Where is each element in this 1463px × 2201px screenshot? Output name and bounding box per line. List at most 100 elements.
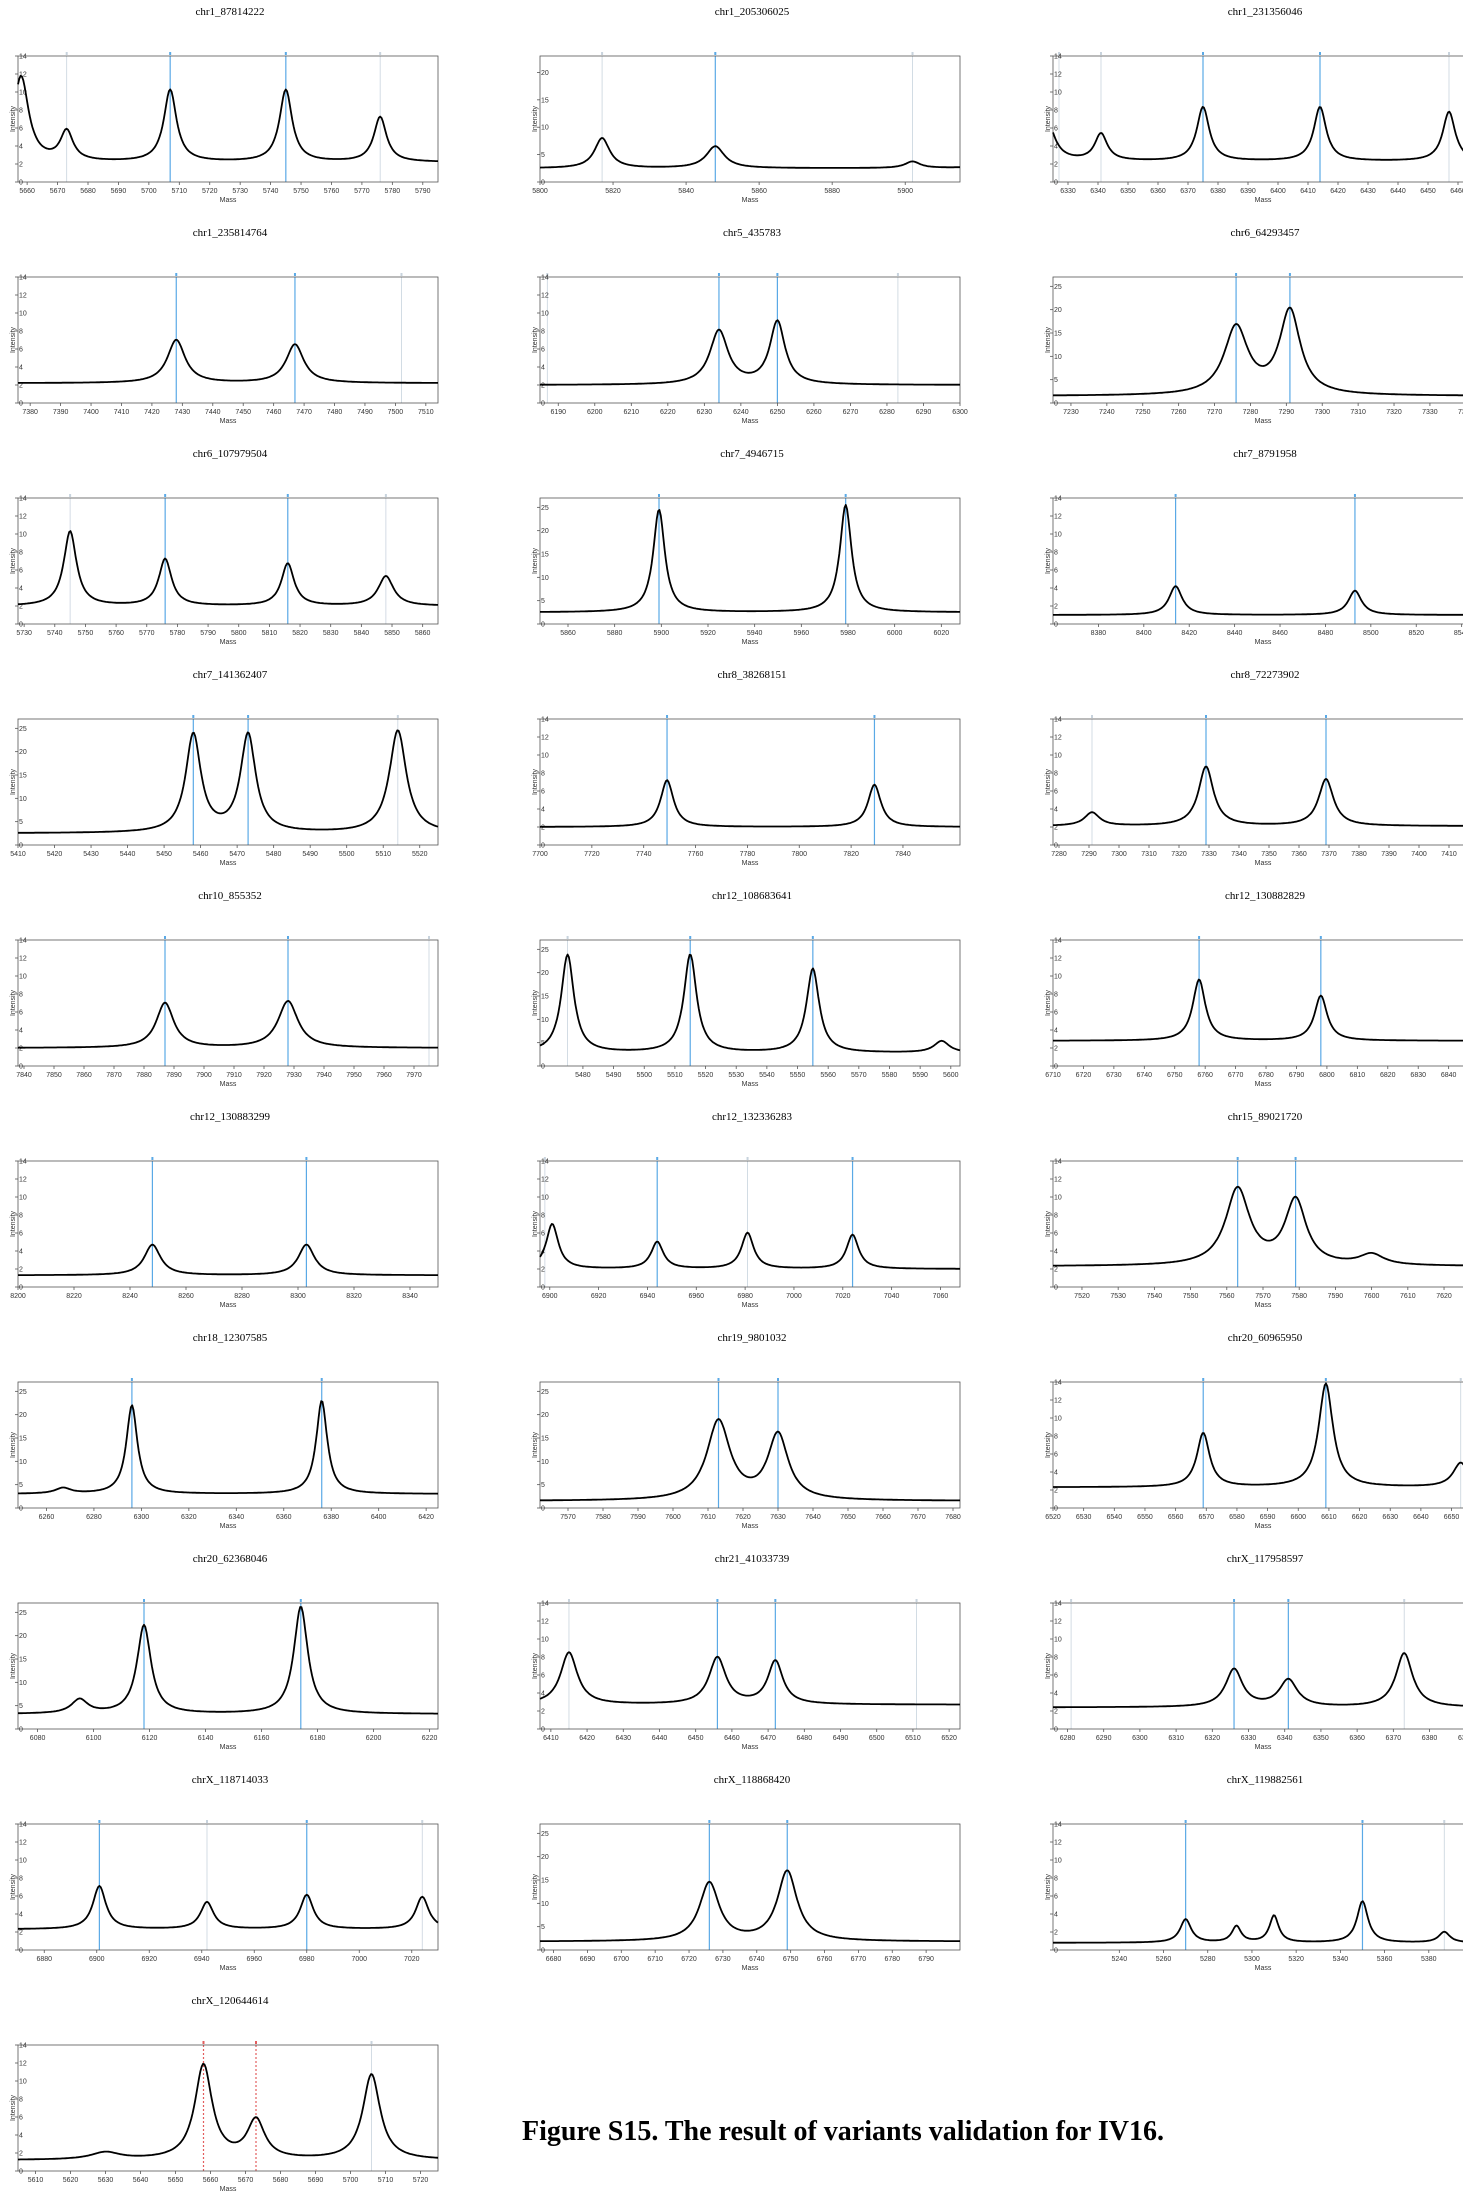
x-tick-label: 6810 (1350, 1072, 1366, 1079)
x-axis-label: Mass (220, 1965, 237, 1972)
y-tick-label: 0 (541, 1285, 545, 1292)
chart-panel: chr8_72273902 0 2 4 6 8 10 12 14 7280 7290 7300 7310… (1045, 665, 1463, 875)
x-tick-label: 7650 (840, 1514, 856, 1521)
x-tick-label: 5460 (193, 851, 209, 858)
x-tick-label: 7910 (226, 1072, 242, 1079)
y-tick-label: 4 (19, 144, 23, 151)
y-axis-label: Intensity (1045, 105, 1052, 132)
plot-frame (1052, 1381, 1463, 1509)
x-tick-label: 6620 (1352, 1514, 1368, 1521)
y-tick-label: 0 (541, 843, 545, 850)
x-axis-label: Mass (1255, 639, 1272, 646)
x-tick-label: 5510 (375, 851, 391, 858)
y-tick-label: 12 (541, 293, 549, 300)
spectrum-chart: 0 2 4 6 8 10 12 14 5610 5620 5630 5640 5650 5660 5670 5… (10, 2041, 439, 2193)
y-tick-label: 0 (19, 622, 23, 629)
x-tick-label: 6370 (1386, 1735, 1402, 1742)
x-tick-label: 5840 (678, 188, 694, 195)
chart-panel: chr6_64293457 0 5 10 15 20 25 7230 7240 7250 7260 7… (1045, 223, 1463, 433)
spectrum-chart: 0 5 10 15 20 25 6680 6690 6700 6710 6720 6730 6740 67… (532, 1820, 961, 1972)
y-axis-label: Intensity (10, 105, 17, 132)
x-tick-label: 6780 (884, 1956, 900, 1963)
spectrum-chart: 0 2 4 6 8 10 12 14 8380 8400 8420 8440 8460 8480 8500 8… (1045, 494, 1463, 646)
x-axis-label: Mass (1255, 418, 1272, 425)
y-tick-label: 10 (19, 1195, 27, 1202)
y-tick-label: 8 (19, 2097, 23, 2104)
x-tick-label: 6430 (615, 1735, 631, 1742)
spectrum-line (540, 319, 960, 386)
chart-panel: chr20_62368046 0 5 10 15 20 25 6080 6100 6120 6140… (10, 1549, 450, 1759)
plot-frame (1052, 497, 1463, 625)
plot-frame (1052, 939, 1463, 1067)
chart-panel: chr5_435783 0 2 4 6 8 10 12 14 6190 6200 6210 6220 62… (532, 223, 972, 433)
y-tick-label: 20 (19, 1412, 27, 1419)
x-tick-label: 7240 (1099, 409, 1115, 416)
chart-panel: chr10_855352 0 2 4 6 8 10 12 14 7840 7850 7860 7870 7… (10, 886, 450, 1096)
x-tick-label: 7620 (1436, 1293, 1452, 1300)
y-tick-label: 10 (1054, 354, 1062, 361)
x-tick-label: 7520 (1074, 1293, 1090, 1300)
chart-title: chrX_117958597 (1226, 1553, 1304, 1565)
spectrum-line (539, 1651, 960, 1706)
y-tick-label: 20 (19, 1633, 27, 1640)
x-tick-label: 5790 (200, 630, 216, 637)
y-tick-label: 5 (19, 1703, 23, 1710)
y-tick-label: 8 (19, 992, 23, 999)
y-tick-label: 10 (19, 2079, 27, 2086)
x-tick-label: 5260 (1156, 1956, 1172, 1963)
x-tick-label: 8420 (1181, 630, 1197, 637)
x-axis-label: Mass (220, 1081, 237, 1088)
y-tick-label: 10 (541, 575, 549, 582)
x-tick-label: 7800 (791, 851, 807, 858)
y-tick-label: 0 (1054, 1727, 1058, 1734)
x-tick-label: 6280 (86, 1514, 102, 1521)
y-tick-label: 12 (19, 1840, 27, 1847)
chart-title: chr8_72273902 (1230, 669, 1300, 681)
y-axis-label: Intensity (1045, 547, 1052, 574)
x-tick-label: 7630 (770, 1514, 786, 1521)
x-tick-label: 7300 (1314, 409, 1330, 416)
y-tick-label: 10 (1054, 532, 1062, 539)
y-tick-label: 2 (1054, 1267, 1058, 1274)
x-tick-label: 6360 (1150, 188, 1166, 195)
x-tick-label: 5940 (747, 630, 763, 637)
x-tick-label: 6770 (851, 1956, 867, 1963)
x-tick-label: 5430 (83, 851, 99, 858)
y-tick-label: 5 (1054, 377, 1058, 384)
x-tick-label: 7700 (532, 851, 548, 858)
chart-title: chr1_235814764 (192, 227, 268, 239)
x-tick-label: 5710 (172, 188, 188, 195)
x-tick-label: 5720 (202, 188, 218, 195)
y-tick-label: 0 (541, 180, 545, 187)
x-tick-label: 5510 (667, 1072, 683, 1079)
y-tick-label: 0 (541, 1948, 545, 1955)
chart-title: chr20_62368046 (192, 1553, 268, 1565)
x-tick-label: 6300 (952, 409, 968, 416)
x-tick-label: 7940 (316, 1072, 332, 1079)
chart-title: chr12_130882829 (1224, 890, 1306, 902)
x-tick-label: 5720 (413, 2177, 429, 2184)
x-tick-label: 6330 (1060, 188, 1076, 195)
plot-frame (1052, 1602, 1463, 1730)
x-tick-label: 5880 (824, 188, 840, 195)
x-tick-label: 5730 (232, 188, 248, 195)
chart-title: chr1_87814222 (195, 6, 265, 18)
x-tick-label: 7590 (630, 1514, 646, 1521)
y-tick-label: 2 (1054, 825, 1058, 832)
x-axis-label: Mass (220, 639, 237, 646)
y-tick-label: 12 (19, 2061, 27, 2068)
x-tick-label: 7570 (1255, 1293, 1271, 1300)
y-tick-label: 10 (1054, 90, 1062, 97)
y-tick-label: 6 (1054, 1894, 1058, 1901)
y-tick-label: 2 (19, 1046, 23, 1053)
x-tick-label: 7920 (256, 1072, 272, 1079)
x-tick-label: 6450 (1420, 188, 1436, 195)
x-tick-label: 7320 (1386, 409, 1402, 416)
y-axis-label: Intensity (1045, 1210, 1052, 1237)
plot-frame (1052, 1160, 1463, 1288)
x-tick-label: 5960 (794, 630, 810, 637)
spectrum-line (1052, 106, 1463, 161)
plot-frame (17, 1381, 439, 1509)
x-axis-label: Mass (1255, 860, 1272, 867)
x-tick-label: 7840 (16, 1072, 32, 1079)
